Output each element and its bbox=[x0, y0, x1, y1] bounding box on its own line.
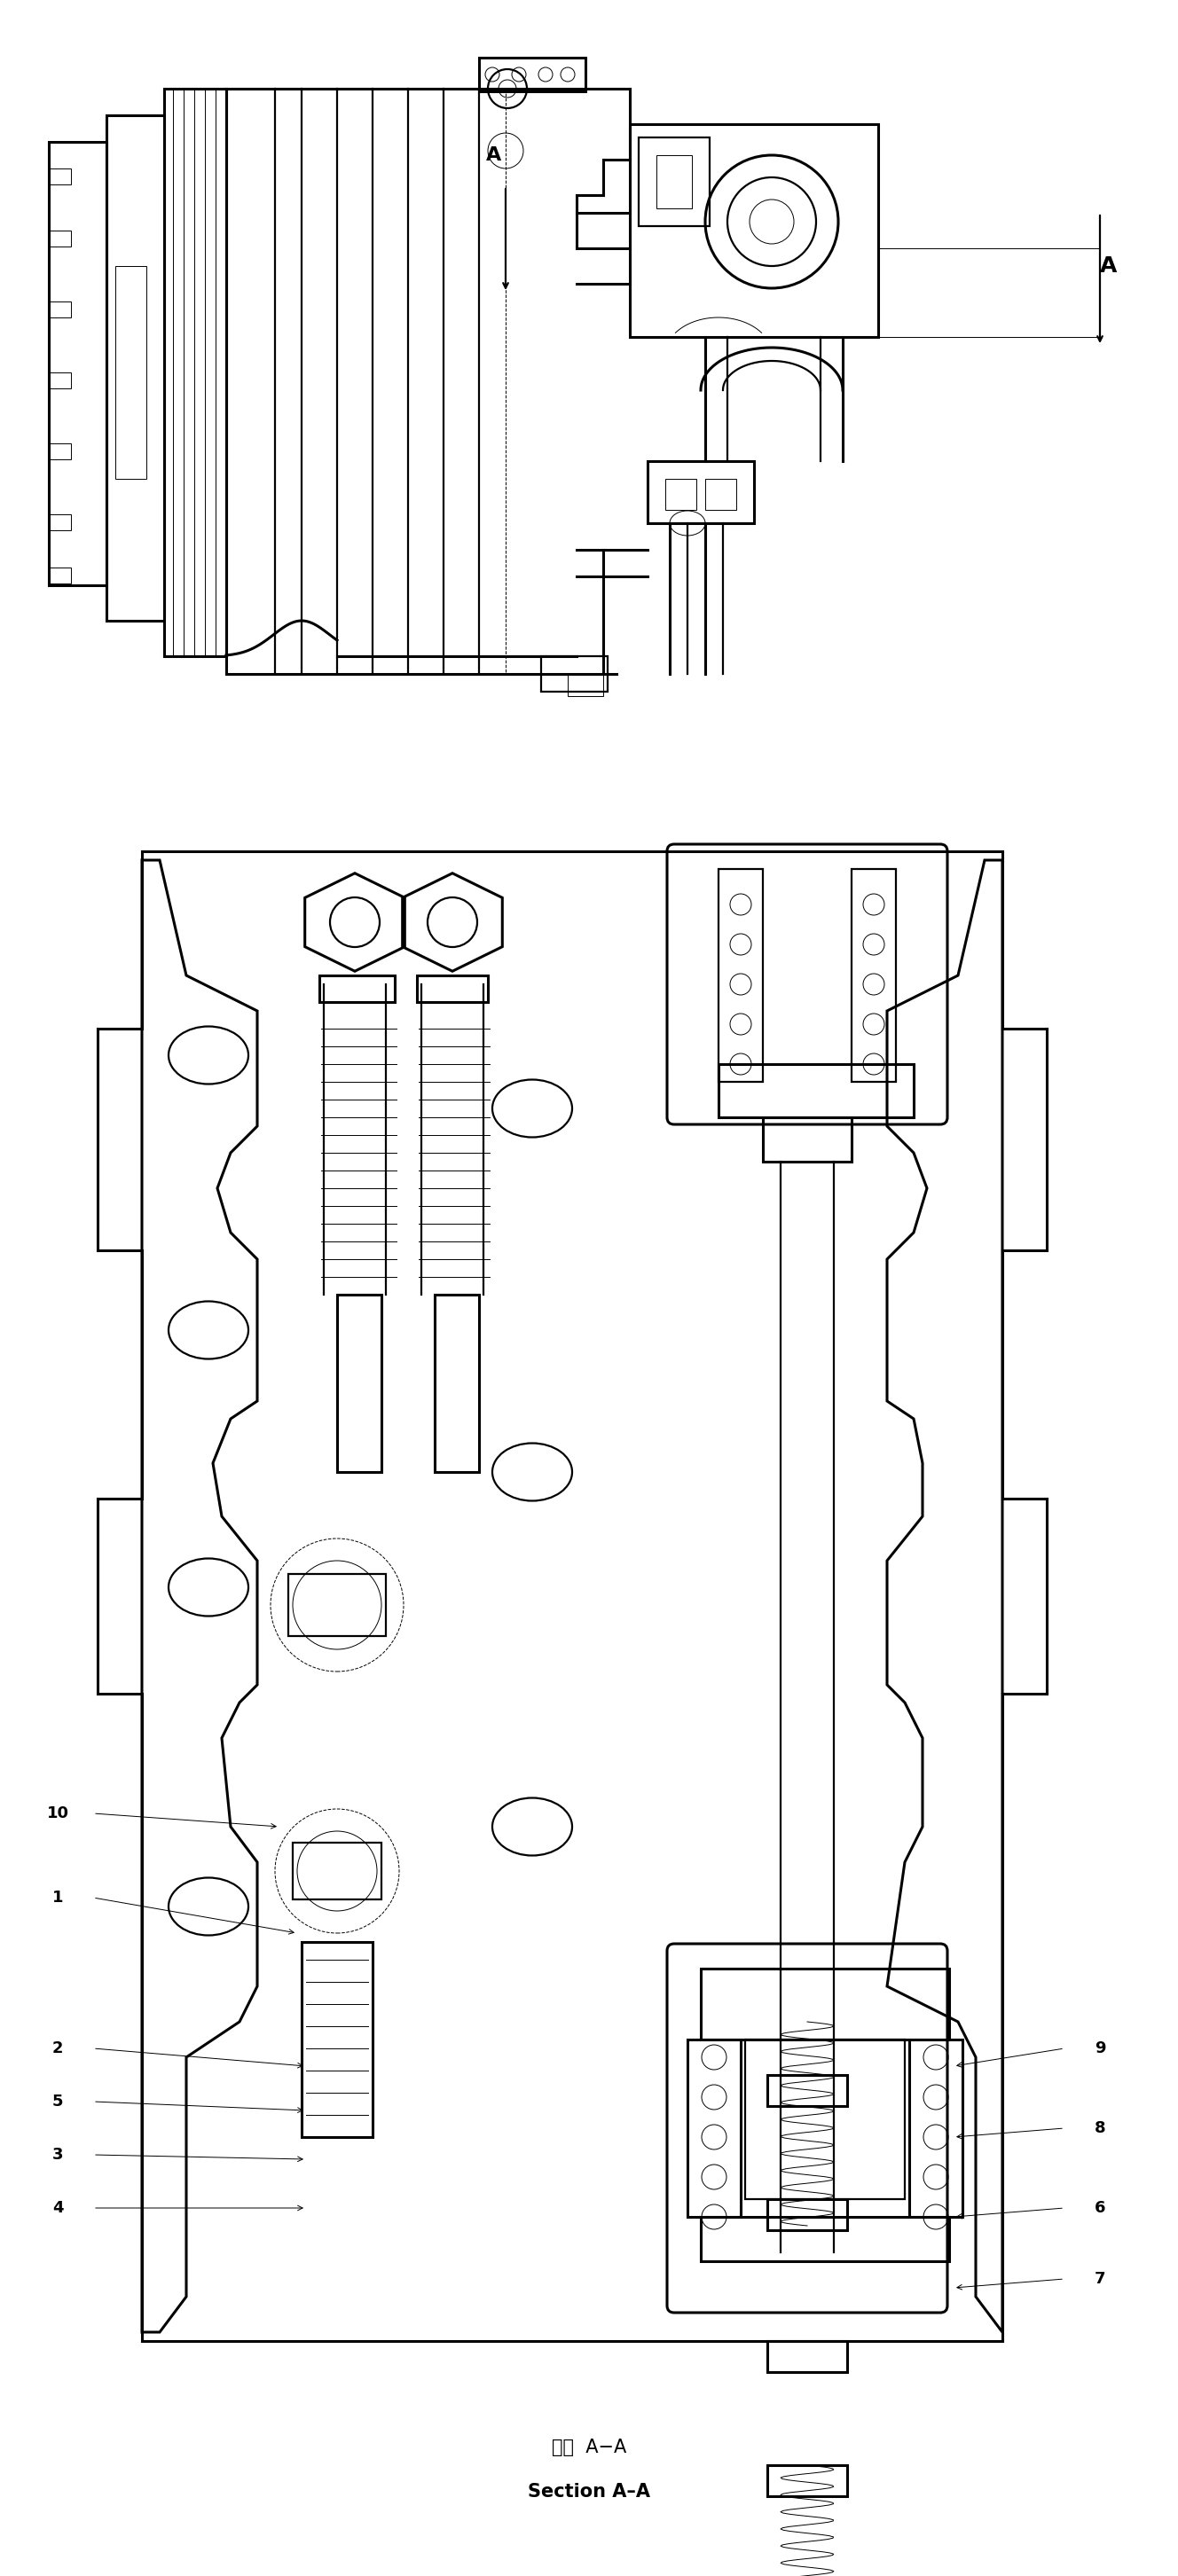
Text: 4: 4 bbox=[52, 2200, 64, 2215]
Text: 3: 3 bbox=[52, 2146, 64, 2164]
Bar bbox=[746, 2040, 905, 2200]
Bar bbox=[292, 1842, 382, 1899]
Text: 10: 10 bbox=[47, 1806, 68, 1821]
Bar bbox=[767, 2465, 847, 2496]
Bar bbox=[648, 461, 754, 523]
Bar bbox=[701, 1968, 949, 2040]
Bar bbox=[48, 567, 71, 585]
Bar bbox=[767, 2200, 847, 2231]
Bar bbox=[289, 1574, 386, 1636]
Bar bbox=[48, 374, 71, 389]
Bar bbox=[688, 2040, 741, 2218]
Bar bbox=[48, 301, 71, 317]
Bar bbox=[852, 868, 896, 1082]
Text: 8: 8 bbox=[1094, 2120, 1105, 2136]
Bar bbox=[302, 1942, 372, 2138]
Text: 2: 2 bbox=[52, 2040, 64, 2056]
Text: 6: 6 bbox=[1094, 2200, 1105, 2215]
Bar bbox=[719, 868, 763, 1082]
Bar bbox=[479, 57, 585, 90]
Text: 7: 7 bbox=[1094, 2272, 1105, 2287]
Bar bbox=[319, 976, 395, 1002]
Bar bbox=[666, 479, 696, 510]
Bar bbox=[763, 1118, 852, 1162]
Text: A: A bbox=[1100, 255, 1118, 276]
Text: A: A bbox=[487, 147, 502, 165]
Text: Section A–A: Section A–A bbox=[528, 2483, 650, 2501]
Bar bbox=[767, 2076, 847, 2107]
Bar bbox=[541, 657, 608, 693]
Bar bbox=[568, 675, 603, 696]
Bar bbox=[417, 976, 488, 1002]
Bar bbox=[48, 232, 71, 247]
Bar bbox=[48, 515, 71, 531]
Bar bbox=[706, 479, 736, 510]
Bar bbox=[767, 2342, 847, 2372]
Bar bbox=[701, 2218, 949, 2262]
Bar bbox=[48, 443, 71, 459]
Text: 1: 1 bbox=[52, 1891, 64, 1906]
Text: 断面  A−A: 断面 A−A bbox=[551, 2439, 627, 2458]
Bar bbox=[656, 155, 691, 209]
Bar bbox=[48, 167, 71, 185]
Bar bbox=[337, 1296, 382, 1471]
Bar bbox=[638, 137, 709, 227]
Bar bbox=[719, 1064, 914, 1118]
Bar bbox=[435, 1296, 479, 1471]
Text: 9: 9 bbox=[1094, 2040, 1105, 2056]
Text: 5: 5 bbox=[52, 2094, 64, 2110]
Bar bbox=[909, 2040, 962, 2218]
